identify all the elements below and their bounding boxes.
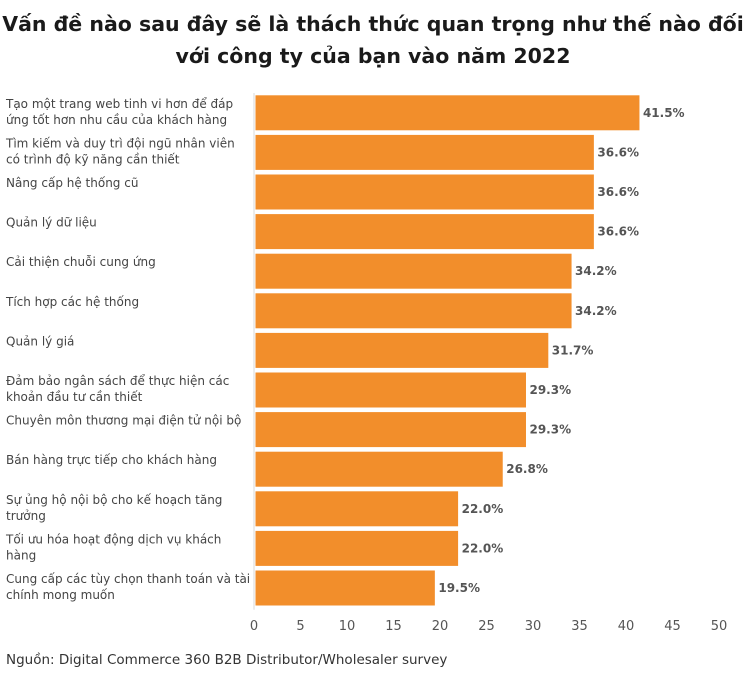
category-label: Đảm bảo ngân sách để thực hiện các khoản …: [6, 374, 229, 404]
x-tick-label: 5: [296, 619, 304, 634]
data-label: 29.3%: [529, 383, 571, 397]
category-label: Cung cấp các tùy chọn thanh toán và tài c…: [6, 572, 250, 602]
category-label-line: Sự ủng hộ nội bộ cho kế hoạch tăng: [6, 493, 222, 507]
category-label: Chuyên môn thương mại điện tử nội bộ: [6, 414, 241, 428]
category-label: Sự ủng hộ nội bộ cho kế hoạch tăng trưởng: [6, 493, 222, 523]
category-label-line: Tối ưu hóa hoạt động dịch vụ khách: [5, 532, 221, 546]
data-label: 36.6%: [597, 185, 639, 199]
source-note: Nguồn: Digital Commerce 360 B2B Distribu…: [6, 652, 448, 668]
category-label-line: có trình độ kỹ năng cần thiết: [6, 152, 180, 166]
category-label-line: Tích hợp các hệ thống: [5, 295, 139, 309]
category-label-line: Tạo một trang web tinh vi hơn để đáp: [5, 97, 233, 111]
x-tick-label: 25: [478, 619, 495, 634]
chart-title-line-2: với công ty của bạn vào năm 2022: [175, 44, 571, 68]
data-label: 34.2%: [575, 264, 617, 278]
bar: [254, 173, 595, 211]
category-label-line: hàng: [6, 548, 36, 562]
data-label: 22.0%: [462, 502, 504, 516]
category-label-line: Nâng cấp hệ thống cũ: [6, 176, 138, 190]
x-tick-label: 45: [664, 619, 681, 634]
bar: [254, 94, 641, 132]
x-tick-label: 40: [618, 619, 635, 634]
category-label: Cải thiện chuỗi cung ứng: [6, 255, 156, 269]
bar: [254, 569, 436, 607]
bar: [254, 252, 573, 290]
x-tick-label: 35: [571, 619, 588, 634]
category-label-line: Quản lý giá: [6, 334, 74, 348]
bar: [254, 292, 573, 330]
data-label: 22.0%: [462, 541, 504, 555]
category-label-line: Chuyên môn thương mại điện tử nội bộ: [6, 414, 241, 428]
x-tick-label: 50: [711, 619, 728, 634]
bar: [254, 450, 504, 488]
bar: [254, 331, 550, 369]
category-label: Tích hợp các hệ thống: [5, 295, 139, 309]
bar: [254, 371, 527, 409]
category-label: Tìm kiếm và duy trì đội ngũ nhân viên có …: [5, 136, 235, 166]
bar: [254, 133, 595, 171]
x-tick-label: 30: [525, 619, 542, 634]
chart-title: Vấn đề nào sau đây sẽ là thách thức quan…: [0, 8, 746, 72]
category-label: Quản lý dữ liệu: [6, 216, 97, 230]
category-label-line: ứng tốt hơn nhu cầu của khách hàng: [6, 113, 227, 127]
category-label: Tối ưu hóa hoạt động dịch vụ khách hàng: [5, 532, 221, 562]
bar: [254, 529, 460, 567]
chart-title-line-1: Vấn đề nào sau đây sẽ là thách thức quan…: [2, 12, 744, 36]
x-tick-label: 20: [432, 619, 449, 634]
data-label: 29.3%: [529, 423, 571, 437]
data-label: 34.2%: [575, 304, 617, 318]
x-tick-label: 15: [385, 619, 402, 634]
bar: [254, 490, 460, 528]
category-label: Tạo một trang web tinh vi hơn để đáp ứng …: [5, 97, 233, 127]
category-label-line: Đảm bảo ngân sách để thực hiện các: [6, 374, 229, 388]
category-label-line: Quản lý dữ liệu: [6, 216, 97, 230]
category-label: Quản lý giá: [6, 334, 74, 348]
category-label-line: Tìm kiếm và duy trì đội ngũ nhân viên: [5, 136, 235, 150]
x-tick-label: 0: [250, 619, 258, 634]
category-label-line: khoản đầu tư cần thiết: [6, 390, 143, 404]
category-label-line: trưởng: [6, 509, 46, 523]
category-label-line: Cung cấp các tùy chọn thanh toán và tài: [6, 572, 250, 586]
data-label: 31.7%: [552, 343, 594, 357]
data-label: 19.5%: [438, 581, 480, 595]
category-label-line: chính mong muốn: [6, 588, 115, 602]
x-tick-label: 10: [339, 619, 356, 634]
category-label-line: Cải thiện chuỗi cung ứng: [6, 255, 156, 269]
bar: [254, 213, 595, 251]
bar: [254, 411, 527, 449]
category-label: Nâng cấp hệ thống cũ: [6, 176, 138, 190]
data-label: 41.5%: [643, 106, 685, 120]
data-label: 36.6%: [597, 225, 639, 239]
data-label: 26.8%: [506, 462, 548, 476]
data-label: 36.6%: [597, 145, 639, 159]
category-label: Bán hàng trực tiếp cho khách hàng: [6, 453, 217, 467]
category-label-line: Bán hàng trực tiếp cho khách hàng: [6, 453, 217, 467]
